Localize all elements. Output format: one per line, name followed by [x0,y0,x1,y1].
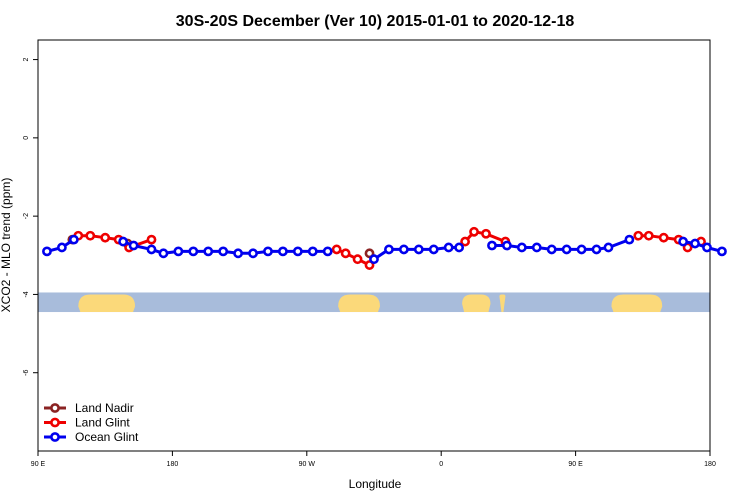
ocean-glint-point [516,242,527,253]
x-axis-label: Longitude [349,477,402,491]
legend-label-land-nadir: Land Nadir [75,401,134,415]
ocean-glint-point [487,240,497,251]
ocean-glint-series [42,234,727,265]
ocean-glint-point [248,248,258,259]
ocean-glint-point [603,242,614,253]
x-tick-label: 180 [167,461,179,468]
ocean-glint-point [56,242,67,253]
ocean-glint-point [173,246,184,257]
ocean-glint-point [502,240,512,251]
land-glint-point [658,232,669,243]
ocean-glint-point [717,246,727,257]
land-glint-point [352,254,363,265]
y-tick-label: -6 [23,370,30,376]
ocean-glint-point [384,244,394,255]
chart-title: 30S-20S December (Ver 10) 2015-01-01 to … [176,13,575,30]
y-axis-label: XCO2 - MLO trend (ppm) [0,178,13,313]
land-glint-point [633,230,644,241]
ocean-glint-point [188,246,199,257]
land-ocean-strip [38,292,710,313]
ocean-glint-point [218,246,229,257]
land-segment [338,294,380,313]
y-tick-label: -4 [23,291,30,297]
ocean-glint-point [690,238,700,249]
ocean-glint-point [42,246,52,257]
ocean-glint-point [398,244,409,255]
land-glint-point [460,236,470,247]
ocean-glint-point [322,246,333,257]
y-axis: 2 0 -2 -4 -6 [23,58,38,376]
ocean-glint-point [263,246,273,257]
ocean-glint-point [678,236,689,247]
ocean-glint-point [443,242,454,253]
ocean-glint-point [128,240,139,251]
x-axis: 90 E 180 90 W 0 90 E 180 [31,451,716,468]
ocean-glint-point [624,234,635,245]
ocean-glint-point [233,248,244,259]
ocean-glint-point [428,244,439,255]
land-glint-point [331,244,342,255]
ocean-glint-point [591,244,602,255]
legend-label-ocean-glint: Ocean Glint [75,430,139,444]
ocean-glint-point [702,242,712,253]
ocean-glint-point [292,246,303,257]
land-glint-point [85,230,96,241]
ocean-glint-point [454,242,465,253]
series-layer [42,226,727,270]
ocean-glint-point [546,244,557,255]
ocean-glint-point [561,244,572,255]
land-glint-point [481,228,491,239]
ocean-glint-point [118,236,129,247]
land-glint-point [643,230,654,241]
land-glint-point [340,248,351,259]
ocean-glint-point [146,244,157,255]
x-tick-label: 90 W [299,461,316,468]
y-tick-label: -2 [23,213,30,219]
land-segment [78,294,136,313]
ocean-glint-point [307,246,318,257]
land-glint-point [469,226,479,237]
legend-marker-ocean-glint [50,432,60,442]
land-glint-line [78,230,702,267]
land-glint-point [100,232,111,243]
y-tick-label: 2 [23,58,30,62]
ocean-glint-point [278,246,288,257]
legend-marker-land-glint [50,417,60,428]
x-tick-label: 0 [439,461,443,468]
ocean-glint-point [531,242,542,253]
legend-label-land-glint: Land Glint [75,416,130,430]
land-glint-point [146,234,157,245]
y-tick-label: 0 [23,136,30,140]
legend-marker-land-nadir [50,403,60,413]
x-tick-label: 180 [704,461,716,468]
land-segment [462,294,491,313]
ocean-glint-point [68,234,79,245]
land-segment [499,294,506,313]
ocean-glint-point [413,244,424,255]
land-segment [611,294,663,313]
ocean-glint-point [369,254,379,265]
x-tick-label: 90 E [568,461,583,468]
ocean-glint-point [203,246,214,257]
x-tick-label: 90 E [31,461,46,468]
ocean-glint-point [158,248,169,259]
ocean-glint-point [576,244,587,255]
